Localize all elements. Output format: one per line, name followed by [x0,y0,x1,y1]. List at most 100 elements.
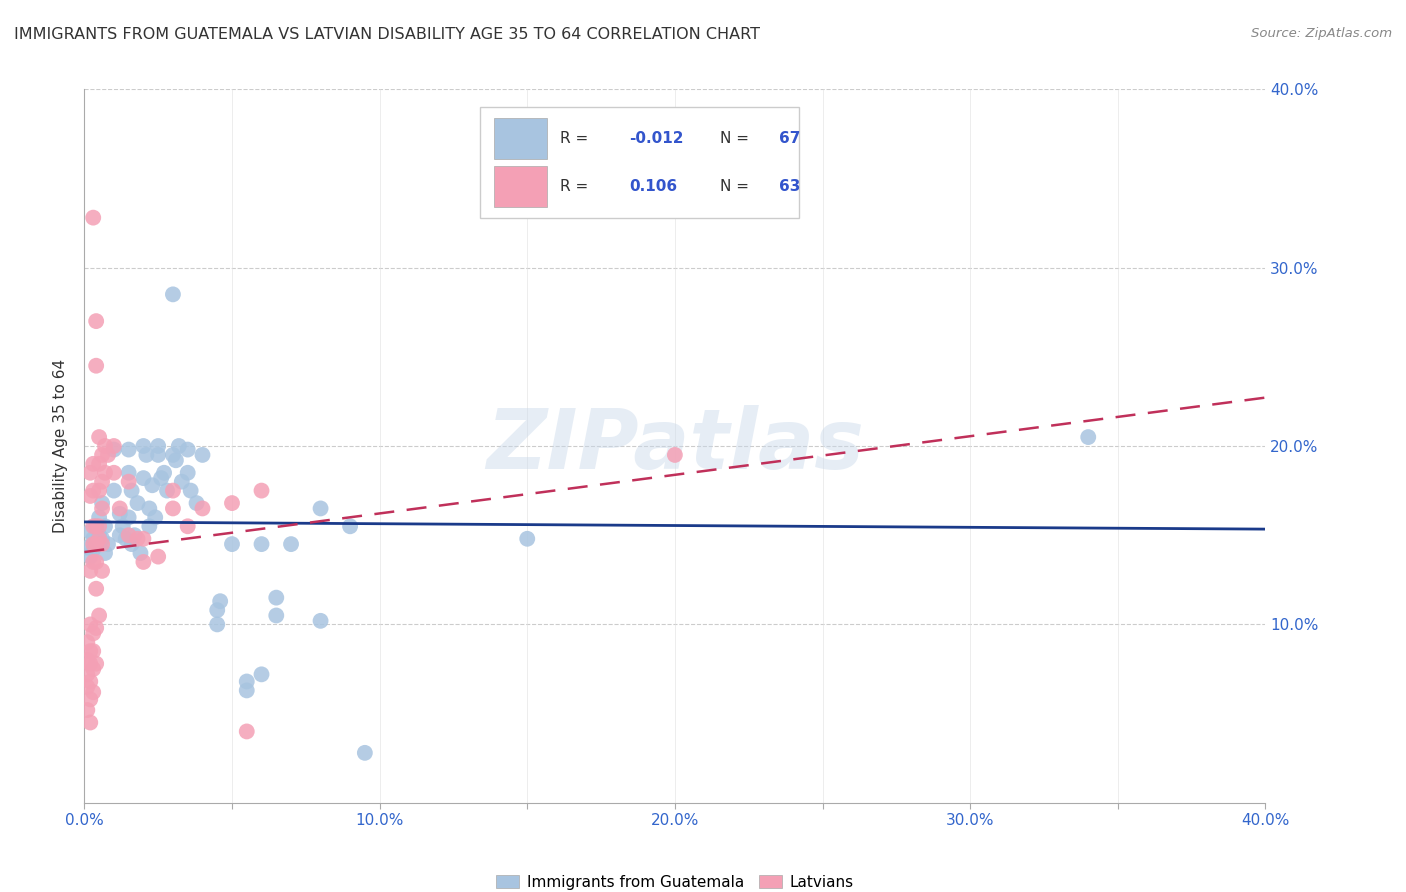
Point [108,501,131,516]
Point [118,510,141,524]
Point [82,537,104,551]
Point [162,448,184,462]
Point [205,617,228,632]
Point [94,439,117,453]
Point [180,483,202,498]
Point [103,439,125,453]
Text: 0.106: 0.106 [628,178,676,194]
Point [121,483,143,498]
Point [94,519,117,533]
Point [82,211,104,225]
Point [82,644,104,658]
FancyBboxPatch shape [494,118,547,159]
Point [89,532,111,546]
Point [76,667,98,681]
Point [127,532,149,546]
Point [79,674,101,689]
Point [79,524,101,539]
Point [221,537,243,551]
Point [124,528,146,542]
Point [111,519,134,533]
Point [84,314,107,328]
Point [89,519,111,533]
Point [236,724,259,739]
Point [79,549,101,564]
Point [94,546,117,560]
Point [91,537,114,551]
Point [82,685,104,699]
Point [1077,430,1099,444]
Text: IMMIGRANTS FROM GUATEMALA VS LATVIAN DISABILITY AGE 35 TO 64 CORRELATION CHART: IMMIGRANTS FROM GUATEMALA VS LATVIAN DIS… [14,27,761,42]
Point [82,483,104,498]
Point [82,457,104,471]
Point [108,507,131,521]
Point [76,653,98,667]
Text: N =: N = [720,178,749,194]
Point [135,448,157,462]
Point [89,510,111,524]
Point [516,532,538,546]
Point [91,448,114,462]
Point [84,519,107,533]
Point [177,466,200,480]
Point [162,287,184,301]
Point [103,442,125,457]
Point [354,746,377,760]
Text: -0.012: -0.012 [628,131,683,146]
Point [186,496,208,510]
Text: ZIPatlas: ZIPatlas [486,406,863,486]
Point [177,442,200,457]
Point [132,471,155,485]
Point [84,582,107,596]
Point [165,453,187,467]
Point [103,483,125,498]
Point [132,532,155,546]
Point [89,608,111,623]
Point [138,501,160,516]
Point [148,448,170,462]
Point [118,528,141,542]
Point [79,489,101,503]
Point [79,715,101,730]
Point [162,483,184,498]
Point [76,541,98,555]
Point [205,603,228,617]
Point [82,555,104,569]
Point [108,528,131,542]
Point [141,478,163,492]
Point [153,466,176,480]
Point [143,510,166,524]
Point [84,555,107,569]
Point [264,608,288,623]
Point [280,537,302,551]
Point [79,657,101,671]
Legend: Immigrants from Guatemala, Latvians: Immigrants from Guatemala, Latvians [496,875,853,889]
Point [82,519,104,533]
Point [309,501,332,516]
Point [84,621,107,635]
Point [177,519,200,533]
Point [79,564,101,578]
Point [76,703,98,717]
Text: N =: N = [720,131,749,146]
Point [79,617,101,632]
Point [132,555,155,569]
Point [114,532,136,546]
Point [84,537,107,551]
Point [91,564,114,578]
Point [138,519,160,533]
Point [82,542,104,557]
Point [236,683,259,698]
Text: 63: 63 [779,178,800,194]
Point [148,549,170,564]
Point [82,626,104,640]
Point [76,635,98,649]
Point [79,692,101,706]
Point [89,483,111,498]
Point [209,594,232,608]
Point [264,591,288,605]
Y-axis label: Disability Age 35 to 64: Disability Age 35 to 64 [53,359,69,533]
Point [76,680,98,694]
Point [89,457,111,471]
Point [91,501,114,516]
